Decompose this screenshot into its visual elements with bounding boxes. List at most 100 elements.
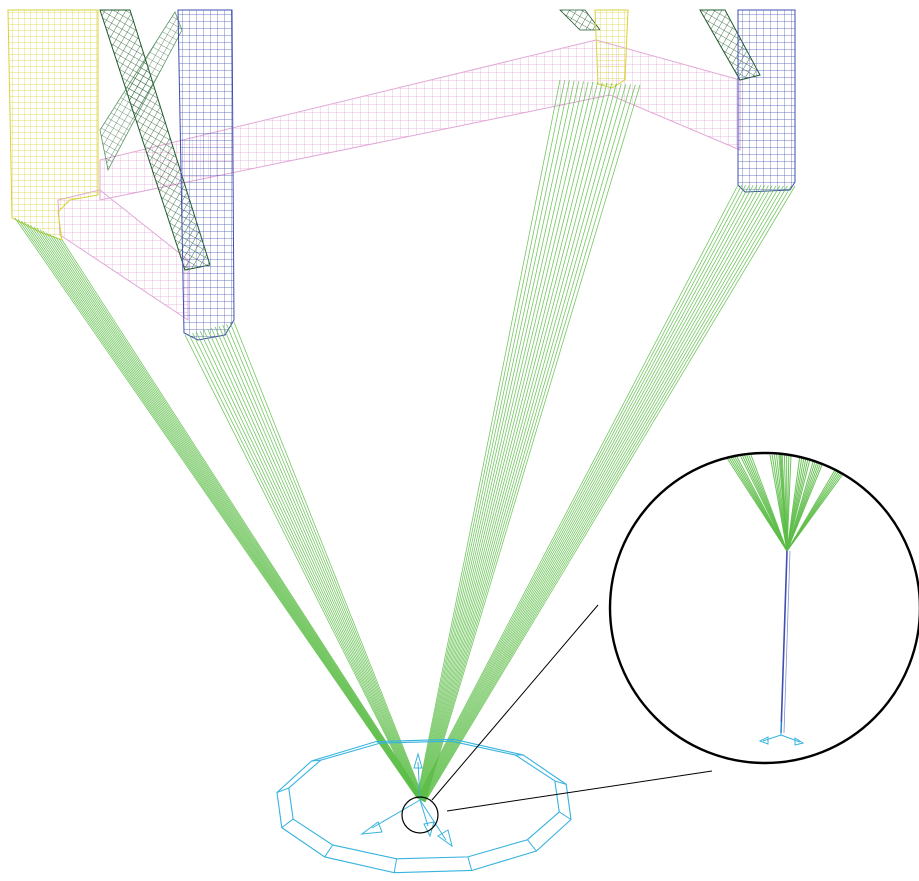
mooring-line (424, 185, 792, 802)
base-ring-strut (281, 818, 294, 829)
mooring-line (421, 185, 773, 801)
mooring-line (45, 232, 423, 801)
mooring-line (423, 185, 788, 802)
mooring-line (424, 84, 641, 803)
mooring-line (14, 217, 418, 799)
base-ring-strut (324, 844, 334, 858)
mooring-line (422, 185, 781, 802)
base-ring-strut (467, 856, 473, 871)
column-yellow-right (594, 9, 629, 89)
mooring-line (218, 325, 423, 801)
column-blue-right (737, 9, 796, 193)
mooring-line (421, 83, 613, 801)
mooring-line (30, 225, 420, 800)
column-yellow-left (7, 9, 99, 241)
mooring-line (418, 81, 584, 800)
mooring-line (58, 238, 425, 802)
cable-bundle-yellow-right (416, 79, 641, 803)
mooring-line (222, 324, 424, 802)
mooring-line (424, 84, 636, 802)
mooring-line (226, 323, 425, 802)
lens-mooring-line (750, 454, 788, 552)
detail-zoom-lens (608, 451, 919, 765)
detail-target-circle (401, 796, 439, 834)
mooring-line (420, 82, 599, 800)
base-ring-strut (376, 741, 381, 744)
zoom-lens-outline (608, 451, 919, 765)
mooring-line (214, 326, 423, 801)
mooring-line (199, 330, 420, 800)
mooring-line (39, 229, 422, 801)
base-ring-strut (554, 780, 567, 785)
mooring-line (419, 185, 762, 800)
yellow-columns (7, 9, 629, 241)
mooring-line (233, 321, 426, 803)
lens-mooring-line (786, 454, 827, 552)
lens-mooring-line (786, 454, 812, 552)
mooring-line (417, 184, 746, 799)
lens-triad-icon (758, 722, 805, 746)
mooring-line (418, 81, 580, 800)
mooring-line (52, 235, 424, 802)
mooring-line (420, 185, 769, 801)
brace-right-upper (559, 9, 601, 31)
mooring-line (192, 332, 419, 799)
blue-columns (177, 9, 796, 341)
mooring-line (207, 328, 422, 801)
mooring-line (61, 239, 426, 803)
mooring-line (421, 185, 777, 801)
base-ring-strut (276, 787, 289, 793)
mooring-line (416, 184, 739, 799)
mooring-line (422, 83, 622, 802)
lens-pendant-line (783, 550, 791, 734)
mooring-line (419, 81, 594, 800)
mooring-line (49, 233, 424, 802)
mooring-line (422, 83, 617, 801)
mooring-line (423, 185, 784, 802)
mooring-line (24, 222, 419, 800)
mooring-line (229, 322, 425, 802)
base-ring-strut (451, 738, 455, 742)
lens-mooring-line (786, 454, 792, 552)
mooring-line (423, 84, 631, 802)
mooring-line (417, 80, 566, 799)
mooring-line (211, 327, 422, 801)
mooring-line (417, 184, 743, 799)
mooring-line (184, 334, 418, 799)
mooring-line (20, 220, 419, 799)
lens-mooring-line (735, 454, 788, 552)
mooring-line (188, 333, 418, 799)
mooring-line (417, 80, 570, 799)
mooring-line (33, 226, 421, 800)
mooring-line (421, 82, 608, 801)
mooring-line (55, 236, 425, 802)
base-ring-strut (558, 811, 572, 820)
cable-bundle-blue-left (184, 321, 426, 803)
mooring-line (195, 331, 420, 800)
base-ring-strut (311, 759, 321, 762)
mooring-line (423, 84, 627, 802)
mooring-line (418, 80, 575, 799)
column-blue-left (177, 9, 235, 341)
cable-bundle-yellow-left (14, 217, 426, 803)
mooring-line (420, 185, 765, 801)
base-ring-strut (527, 839, 537, 852)
mooring-line (420, 82, 603, 801)
mooring-line (419, 81, 589, 800)
lens-mooring-line (786, 469, 847, 552)
mooring-line (27, 223, 420, 800)
mooring-line (17, 219, 418, 799)
mooring-line (418, 185, 754, 800)
mooring-line (42, 230, 423, 801)
mooring-line (36, 228, 422, 801)
cable-bundle-blue-right (416, 184, 796, 803)
magnifier-circle-icon (401, 604, 713, 834)
mooring-line (424, 185, 796, 803)
leader-line-upper (431, 604, 599, 801)
mooring-line (419, 185, 758, 800)
mooring-lines (14, 79, 796, 803)
seabed-base-ring (276, 738, 572, 874)
mooring-line (418, 185, 750, 799)
leader-line-lower (446, 770, 713, 812)
